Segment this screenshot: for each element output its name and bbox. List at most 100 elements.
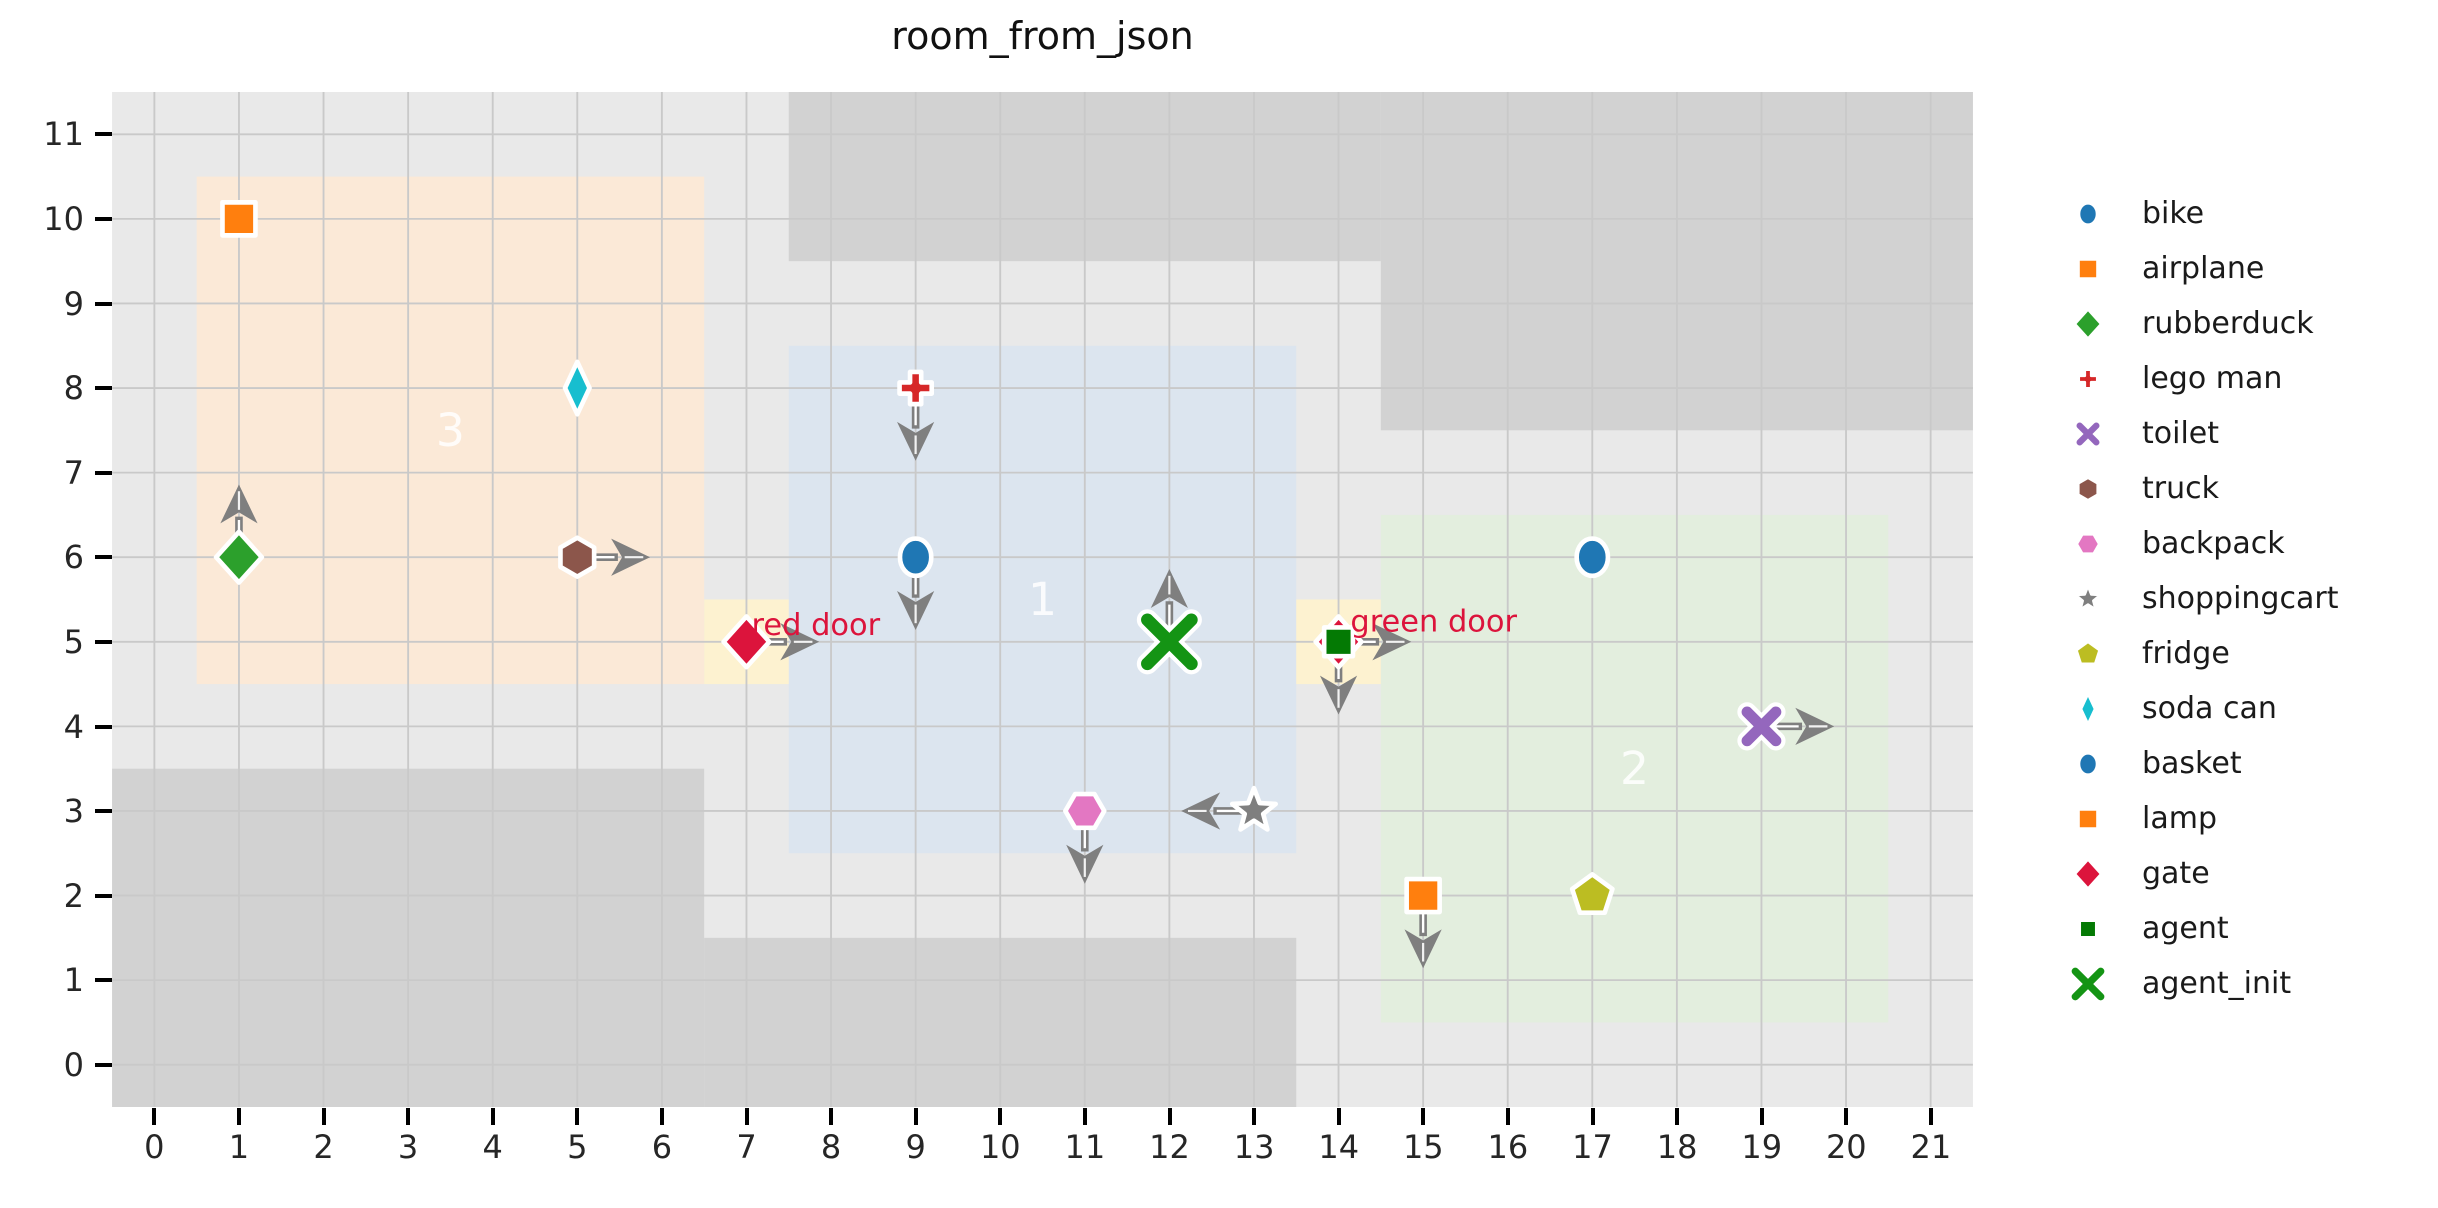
y-tick-mark xyxy=(95,1062,112,1067)
legend-label: rubberduck xyxy=(2142,306,2314,341)
y-tick-mark xyxy=(95,639,112,644)
marker-airplane xyxy=(220,200,258,238)
x-tick-label: 12 xyxy=(1149,1128,1190,1166)
legend-label: agent_init xyxy=(2142,966,2292,1001)
x-tick-mark xyxy=(744,1108,749,1125)
legend: bike airplane rubberduck lego man toilet truc… xyxy=(2066,186,2338,1011)
marker-toilet xyxy=(1737,702,1786,751)
y-tick-mark xyxy=(95,386,112,391)
hexagon-flat-marker-icon xyxy=(2075,532,2101,555)
y-tick-mark xyxy=(95,893,112,898)
x-tick-label: 7 xyxy=(736,1128,757,1166)
y-tick-label: 9 xyxy=(63,284,84,323)
legend-label: agent xyxy=(2142,911,2229,946)
x-tick-label: 19 xyxy=(1741,1128,1783,1166)
legend-item-backpack: backpack xyxy=(2066,516,2338,571)
marker-basket xyxy=(1574,536,1611,579)
hexagon-pointy-marker-icon xyxy=(2076,475,2100,502)
legend-item-airplane: airplane xyxy=(2066,241,2338,296)
marker-agent xyxy=(1321,625,1356,659)
x-thick-marker-icon xyxy=(2069,964,2107,1003)
x-tick-mark xyxy=(1336,1108,1341,1125)
x-tick-mark xyxy=(1082,1108,1087,1125)
x-tick-label: 3 xyxy=(397,1128,419,1166)
x-tick-mark xyxy=(1759,1108,1764,1125)
door-label: red door xyxy=(752,608,881,643)
legend-label: bike xyxy=(2142,196,2205,231)
marker-soda-can xyxy=(562,359,592,417)
marker-shoppingcart xyxy=(1229,785,1279,832)
legend-item-bike: bike xyxy=(2066,186,2338,241)
legend-item-rubberduck: rubberduck xyxy=(2066,296,2338,351)
plus-marker-icon xyxy=(2077,367,2099,390)
legend-label: basket xyxy=(2142,746,2242,781)
x-tick-label: 2 xyxy=(313,1128,334,1166)
x-tick-label: 15 xyxy=(1402,1128,1444,1166)
y-tick-mark xyxy=(95,978,112,983)
y-tick-mark xyxy=(95,809,112,814)
legend-label: truck xyxy=(2142,471,2219,506)
marker-rubberduck xyxy=(213,529,265,585)
square-marker-icon xyxy=(2077,257,2099,280)
legend-item-lego-man: lego man xyxy=(2066,351,2338,406)
x-tick-mark xyxy=(1844,1108,1849,1125)
x-tick-mark xyxy=(321,1108,326,1125)
y-tick-label: 10 xyxy=(43,199,84,238)
marker-backpack xyxy=(1063,791,1107,831)
room-plot: 3 1 2 red door green door xyxy=(112,92,1973,1107)
x-tick-mark xyxy=(575,1108,580,1125)
legend-item-gate: gate xyxy=(2066,846,2338,901)
pentagon-marker-icon xyxy=(2075,639,2101,665)
legend-item-soda-can: soda can xyxy=(2066,681,2338,736)
x-tick-label: 10 xyxy=(979,1128,1021,1166)
x-tick-label: 4 xyxy=(482,1128,503,1166)
legend-label: gate xyxy=(2142,856,2210,891)
circle-marker-icon xyxy=(2077,201,2099,226)
square-small-marker-icon xyxy=(2078,918,2098,939)
x-tick-mark xyxy=(1928,1108,1933,1125)
x-tick-mark xyxy=(829,1108,834,1125)
y-tick-mark xyxy=(95,132,112,137)
legend-item-toilet: toilet xyxy=(2066,406,2338,461)
marker-truck xyxy=(558,535,597,579)
room-label-1: 1 xyxy=(1028,573,1057,626)
x-tick-mark xyxy=(1252,1108,1257,1125)
marker-agent-init xyxy=(1136,609,1202,675)
legend-item-truck: truck xyxy=(2066,461,2338,516)
x-tick-mark xyxy=(236,1108,241,1125)
x-tick-mark xyxy=(913,1108,918,1125)
x-tick-label: 1 xyxy=(228,1128,250,1166)
marker-fridge xyxy=(1569,872,1615,915)
chart-title: room_from_json xyxy=(891,14,1194,58)
legend-label: soda can xyxy=(2142,691,2277,726)
legend-item-agent-init: agent_init xyxy=(2066,956,2338,1011)
legend-label: airplane xyxy=(2142,251,2265,286)
room-1 xyxy=(788,345,1297,854)
y-tick-label: 11 xyxy=(43,115,84,154)
x-tick-mark xyxy=(998,1108,1003,1125)
x-tick-mark xyxy=(659,1108,664,1125)
x-tick-mark xyxy=(1167,1108,1172,1125)
x-tick-label: 14 xyxy=(1318,1128,1360,1166)
room-label-3: 3 xyxy=(436,404,465,457)
x-tick-label: 18 xyxy=(1656,1128,1698,1166)
star-marker-icon xyxy=(2074,583,2102,611)
x-tick-label: 17 xyxy=(1572,1128,1613,1166)
y-tick-label: 4 xyxy=(63,707,84,746)
x-tick-mark xyxy=(1421,1108,1426,1125)
x-tick-label: 8 xyxy=(820,1128,842,1166)
diamond-marker-icon xyxy=(2073,857,2103,890)
y-tick-mark xyxy=(95,301,112,306)
x-tick-label: 6 xyxy=(651,1128,673,1166)
marker-gate xyxy=(721,614,772,670)
legend-item-lamp: lamp xyxy=(2066,791,2338,846)
x-tick-label: 20 xyxy=(1825,1128,1867,1166)
x-tick-label: 11 xyxy=(1064,1128,1106,1166)
marker-bike xyxy=(897,536,934,579)
thin-diamond-marker-icon xyxy=(2079,692,2097,725)
y-tick-label: 3 xyxy=(63,792,84,831)
room-2 xyxy=(1380,514,1889,1023)
diamond-marker-icon xyxy=(2073,307,2103,340)
legend-item-fridge: fridge xyxy=(2066,626,2338,681)
